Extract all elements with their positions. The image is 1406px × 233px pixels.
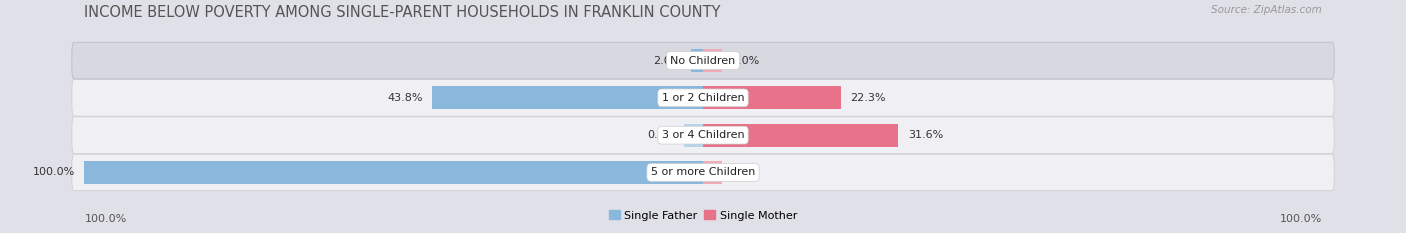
- Text: Source: ZipAtlas.com: Source: ZipAtlas.com: [1211, 5, 1322, 15]
- Text: 100.0%: 100.0%: [1279, 214, 1322, 224]
- Text: 43.8%: 43.8%: [387, 93, 423, 103]
- Text: 31.6%: 31.6%: [908, 130, 943, 140]
- FancyBboxPatch shape: [72, 154, 1334, 191]
- Text: 22.3%: 22.3%: [851, 93, 886, 103]
- Bar: [432, 86, 703, 110]
- Bar: [703, 161, 721, 184]
- Text: 100.0%: 100.0%: [84, 214, 127, 224]
- FancyBboxPatch shape: [72, 117, 1334, 153]
- Text: 0.0%: 0.0%: [731, 168, 759, 177]
- Bar: [690, 49, 703, 72]
- Text: INCOME BELOW POVERTY AMONG SINGLE-PARENT HOUSEHOLDS IN FRANKLIN COUNTY: INCOME BELOW POVERTY AMONG SINGLE-PARENT…: [84, 5, 721, 20]
- Text: 2.0%: 2.0%: [652, 56, 682, 65]
- Legend: Single Father, Single Mother: Single Father, Single Mother: [605, 206, 801, 225]
- Bar: [685, 123, 703, 147]
- Bar: [703, 86, 841, 110]
- FancyBboxPatch shape: [72, 80, 1334, 116]
- Text: 0.0%: 0.0%: [647, 130, 675, 140]
- FancyBboxPatch shape: [72, 42, 1334, 79]
- Text: No Children: No Children: [671, 56, 735, 65]
- Text: 100.0%: 100.0%: [32, 168, 75, 177]
- Bar: [84, 161, 703, 184]
- Text: 5 or more Children: 5 or more Children: [651, 168, 755, 177]
- Text: 1 or 2 Children: 1 or 2 Children: [662, 93, 744, 103]
- Bar: [703, 123, 898, 147]
- Text: 0.0%: 0.0%: [731, 56, 759, 65]
- Text: 3 or 4 Children: 3 or 4 Children: [662, 130, 744, 140]
- FancyBboxPatch shape: [72, 42, 1334, 79]
- Bar: [703, 49, 721, 72]
